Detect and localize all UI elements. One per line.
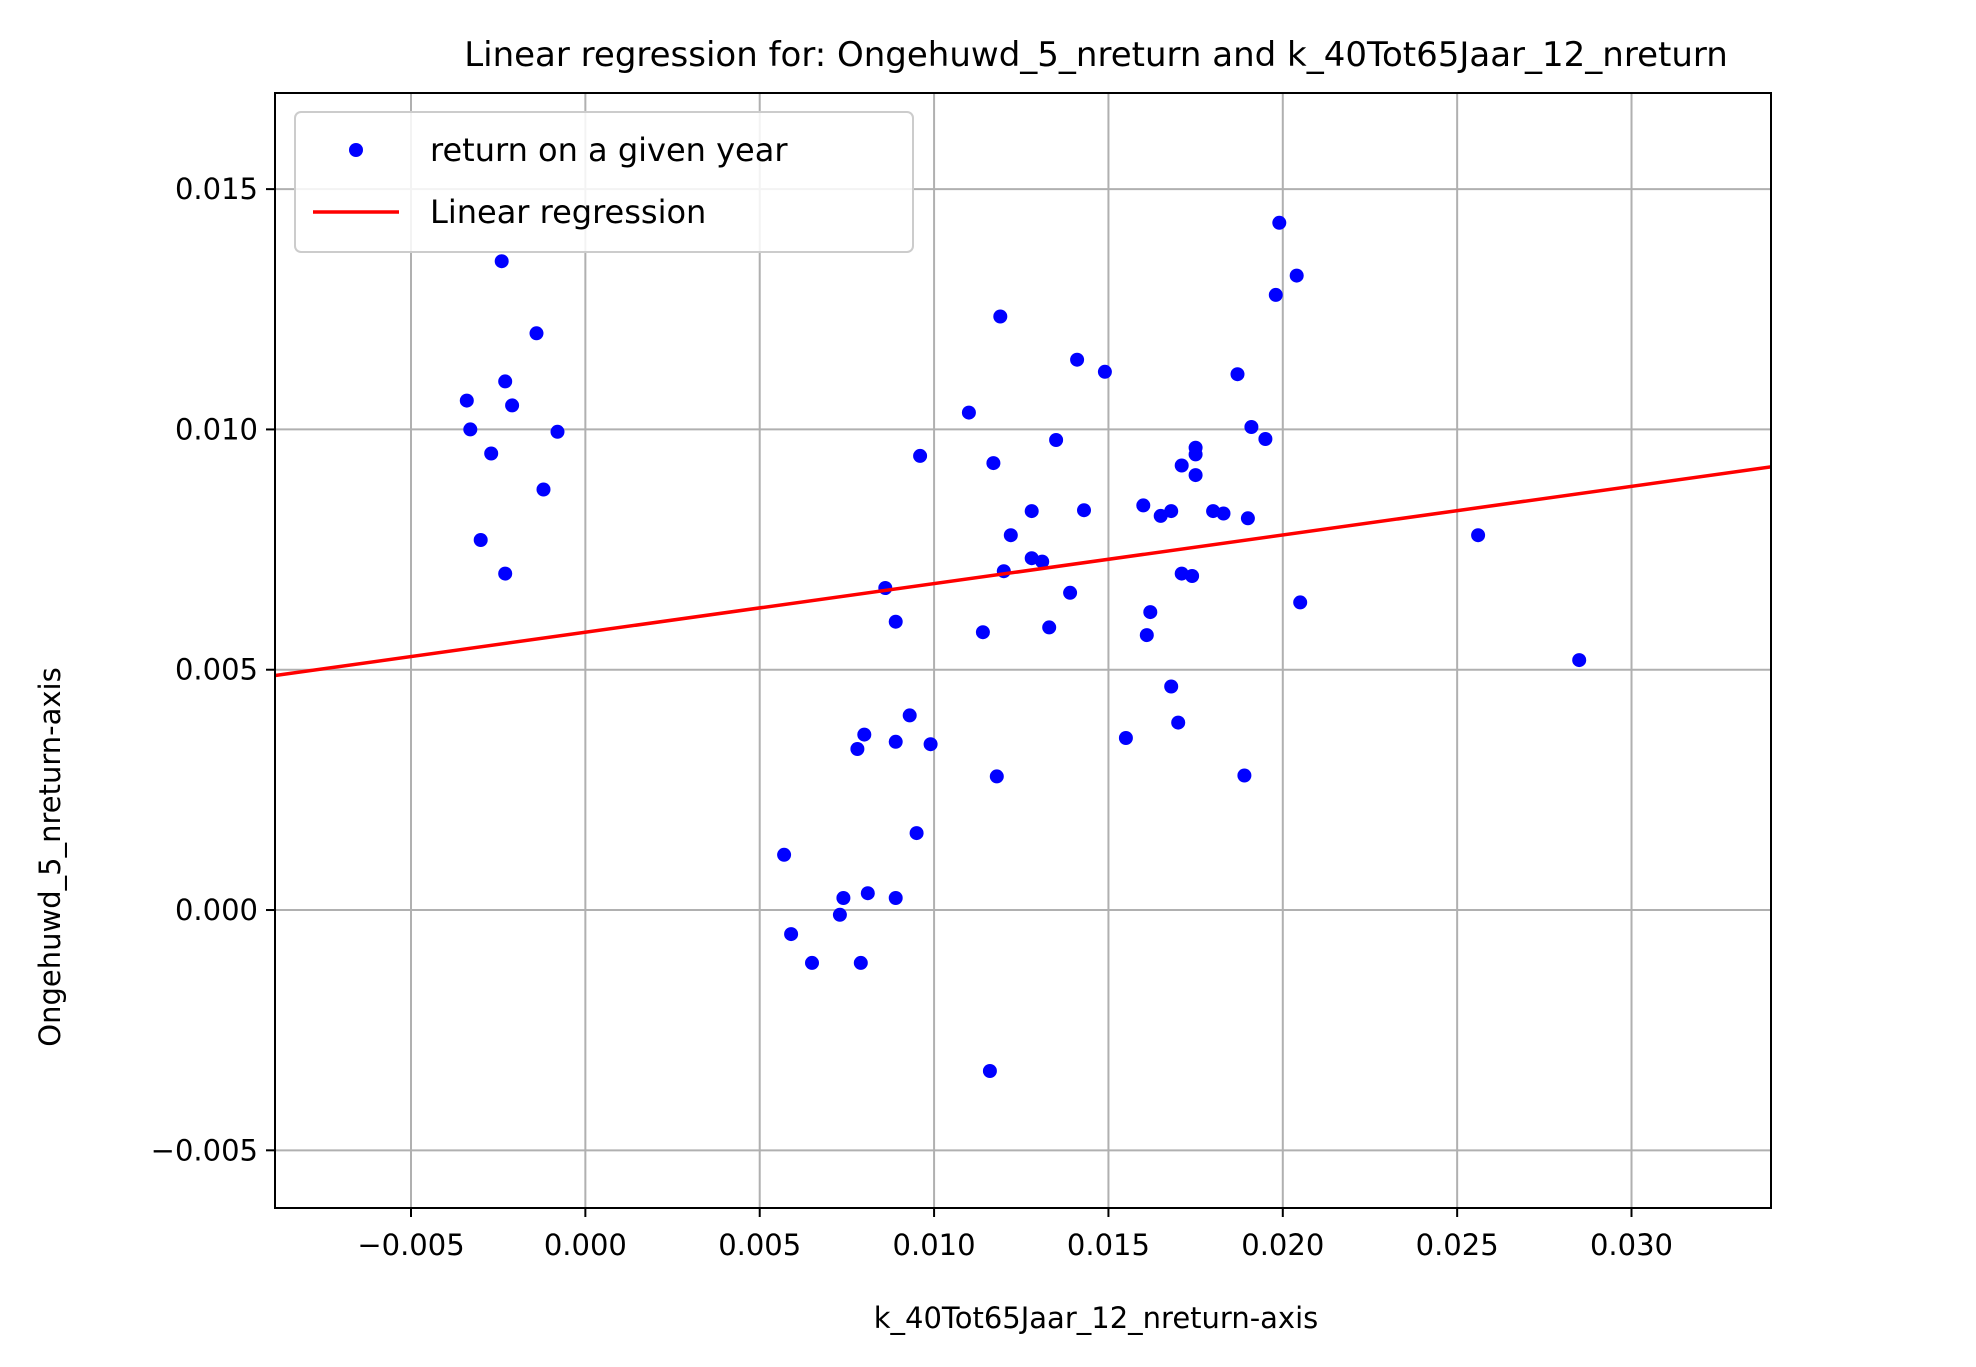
data-point xyxy=(888,891,903,905)
data-point xyxy=(860,886,875,901)
data-point xyxy=(909,826,924,841)
data-point xyxy=(1171,715,1186,730)
data-point xyxy=(473,533,488,547)
data-point xyxy=(1139,628,1154,643)
y-tick-label: 0.015 xyxy=(175,172,258,206)
chart-title: Linear regression for: Ongehuwd_5_nretur… xyxy=(464,35,1728,75)
data-point xyxy=(484,446,499,461)
plot-frame xyxy=(274,92,1772,1209)
data-point xyxy=(961,405,976,420)
data-point xyxy=(1289,268,1304,283)
data-point xyxy=(1240,511,1255,526)
data-point xyxy=(550,424,565,439)
x-tick-label: 0.015 xyxy=(1067,1228,1150,1262)
legend: return on a given year Linear regression xyxy=(294,111,914,253)
data-point xyxy=(1230,367,1245,382)
legend-label: return on a given year xyxy=(430,131,788,169)
x-tick-label: 0.000 xyxy=(544,1228,627,1262)
data-point xyxy=(986,456,1001,471)
axes: −0.005 0.000 0.005 0.010 0.015 0.020 0.025 0.03… xyxy=(151,92,1772,1262)
data-point xyxy=(853,955,868,970)
x-tick-label: −0.005 xyxy=(357,1228,464,1262)
x-tick-label: 0.020 xyxy=(1241,1228,1324,1262)
data-point xyxy=(923,737,938,752)
regression-line xyxy=(275,465,1771,678)
data-point xyxy=(857,727,872,742)
data-point xyxy=(1185,569,1200,583)
data-point xyxy=(1024,551,1039,566)
x-tick-label: 0.010 xyxy=(893,1228,976,1262)
data-point xyxy=(1024,504,1039,519)
y-tick-label: 0.010 xyxy=(175,412,258,446)
legend-label: Linear regression xyxy=(430,193,706,231)
data-point xyxy=(1174,458,1189,473)
data-point xyxy=(1097,364,1112,379)
data-point xyxy=(1164,679,1179,694)
data-point xyxy=(1272,215,1287,230)
data-point xyxy=(463,422,478,437)
data-point xyxy=(498,566,513,581)
data-point xyxy=(1293,595,1308,610)
data-point xyxy=(1244,420,1259,434)
data-point xyxy=(902,708,917,723)
data-point xyxy=(1077,503,1091,518)
x-tick-label: 0.025 xyxy=(1416,1228,1499,1262)
data-point xyxy=(1003,528,1018,543)
data-point xyxy=(536,482,551,497)
data-point xyxy=(1063,585,1078,600)
x-axis-label: k_40Tot65Jaar_12_nreturn-axis xyxy=(874,1301,1319,1335)
legend-box xyxy=(294,111,914,253)
data-point xyxy=(1188,447,1203,462)
legend-point-marker xyxy=(349,143,363,157)
data-point xyxy=(1153,508,1168,523)
data-point xyxy=(1216,506,1231,521)
data-point xyxy=(913,448,928,463)
data-point xyxy=(1268,287,1283,302)
data-point xyxy=(1258,432,1273,446)
y-tick-label: 0.000 xyxy=(175,893,258,927)
data-point xyxy=(1118,731,1133,745)
data-point xyxy=(498,374,513,389)
data-point xyxy=(1042,620,1057,635)
data-point xyxy=(1035,554,1050,569)
data-point xyxy=(1237,768,1252,783)
data-point xyxy=(1164,504,1179,519)
data-point xyxy=(459,393,474,408)
y-axis-label: Ongehuwd_5_nreturn-axis xyxy=(33,667,67,1046)
data-point xyxy=(1188,468,1203,483)
data-point xyxy=(888,734,903,749)
data-point xyxy=(805,955,819,970)
data-point xyxy=(1572,653,1587,668)
data-point xyxy=(784,927,799,942)
data-point xyxy=(975,625,990,640)
data-point xyxy=(1049,433,1064,447)
data-point xyxy=(1136,498,1151,513)
data-point xyxy=(832,907,847,922)
y-tick-label: −0.005 xyxy=(151,1133,258,1167)
data-point xyxy=(1143,605,1158,620)
data-point xyxy=(888,614,903,629)
data-point xyxy=(836,891,851,905)
data-point xyxy=(494,254,509,269)
x-tick-label: 0.005 xyxy=(718,1228,801,1262)
data-point xyxy=(982,1064,997,1078)
data-point xyxy=(777,847,792,862)
data-point xyxy=(993,309,1008,324)
x-tick-label: 0.030 xyxy=(1590,1228,1673,1262)
plot-series xyxy=(275,215,1771,1078)
data-point xyxy=(989,769,1004,784)
data-point xyxy=(1070,352,1085,367)
data-point xyxy=(529,326,544,341)
data-point xyxy=(505,398,520,413)
data-point xyxy=(850,742,865,756)
y-tick-label: 0.005 xyxy=(175,653,258,687)
data-point xyxy=(1471,528,1486,543)
grid xyxy=(275,93,1771,1208)
